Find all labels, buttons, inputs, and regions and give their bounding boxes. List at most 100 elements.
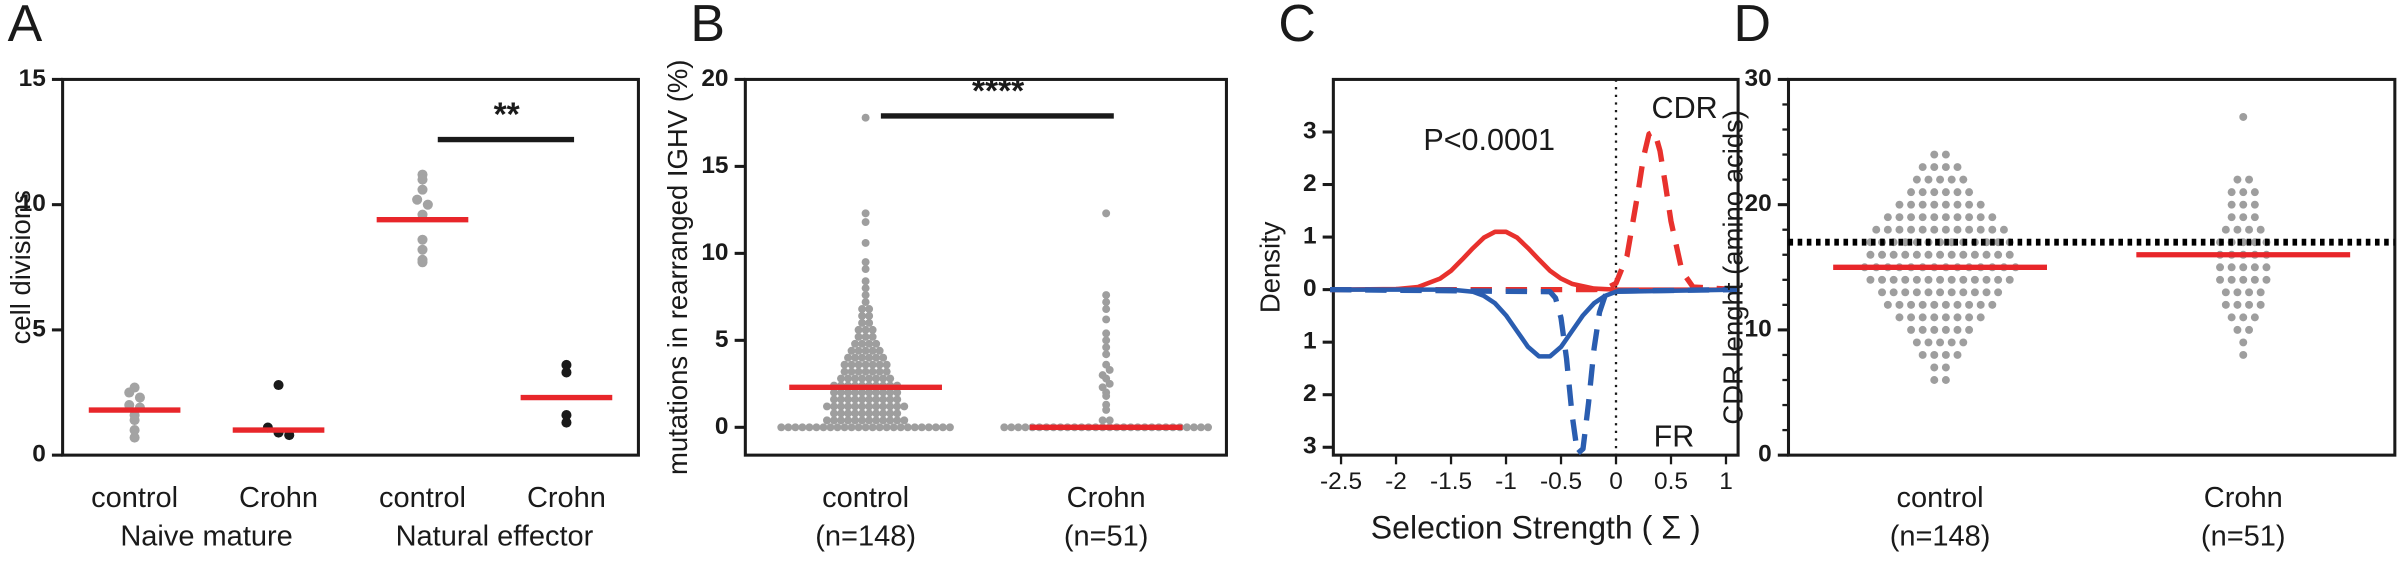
data-dot: [1102, 209, 1111, 218]
data-dot: [1965, 325, 1974, 334]
data-dot: [858, 409, 867, 418]
y-tick-label: 15: [19, 65, 46, 92]
y-tick-label: 10: [1745, 315, 1772, 342]
significance-label: ****: [972, 73, 1025, 110]
data-dot: [1970, 288, 1979, 297]
plot-frame: [1786, 77, 2397, 457]
data-dot: [861, 360, 870, 369]
data-dot: [1907, 225, 1916, 234]
data-dot: [1994, 250, 2003, 259]
y-tick-label: 15: [701, 152, 728, 179]
x-category-label: Crohn: [527, 482, 606, 514]
x-tick-label: -2: [1385, 468, 1407, 495]
data-dot: [861, 277, 870, 286]
data-dot: [1965, 213, 1974, 222]
data-dot: [1930, 163, 1939, 172]
data-dot: [1999, 225, 2008, 234]
data-dot: [879, 374, 888, 383]
x-n-label: (n=51): [1064, 520, 1149, 552]
y-tick-label: 2: [1303, 380, 1317, 407]
data-dot: [830, 409, 838, 418]
y-tick-label: 5: [715, 326, 729, 353]
data-dot: [840, 423, 849, 432]
data-dot: [1883, 225, 1892, 234]
data-dot: [840, 367, 849, 376]
data-dot: [417, 244, 428, 255]
data-dot: [1912, 288, 1921, 297]
data-dot: [872, 409, 881, 418]
data-dot: [2250, 200, 2259, 209]
data-dot: [858, 312, 867, 320]
data-dot: [854, 346, 863, 355]
data-dot: [1014, 423, 1023, 432]
data-dot: [882, 367, 891, 376]
panel-letter: C: [1278, 0, 1316, 53]
data-dot: [2245, 288, 2254, 297]
data-dot: [861, 258, 870, 267]
data-dot: [2239, 213, 2248, 222]
data-dot: [2005, 275, 2014, 284]
data-dot: [561, 367, 572, 378]
data-dot: [1930, 200, 1939, 209]
y-tick-label: 2: [1303, 170, 1317, 197]
data-dot: [861, 265, 870, 273]
data-dot: [1936, 275, 1945, 284]
data-dot: [1105, 379, 1114, 388]
data-dot: [1953, 200, 1962, 209]
data-dot: [1889, 275, 1898, 284]
x-tick-label: 0.5: [1654, 468, 1688, 495]
data-dot: [1102, 315, 1111, 324]
y-tick-label: 0: [1758, 441, 1772, 468]
data-dot: [865, 402, 874, 411]
data-dot: [1947, 338, 1956, 347]
data-dot: [1918, 213, 1927, 222]
data-dot: [886, 388, 895, 397]
data-dot: [1102, 305, 1111, 313]
data-dot: [844, 409, 853, 418]
x-tick-label: -1: [1495, 468, 1517, 495]
data-dot: [865, 374, 874, 383]
data-dot: [1190, 423, 1198, 432]
data-dot: [1988, 213, 1997, 222]
x-category-label: control: [91, 482, 178, 514]
data-dot: [875, 423, 884, 432]
data-dot: [851, 409, 860, 418]
data-dot: [1901, 238, 1910, 247]
data-dot: [1918, 188, 1927, 197]
plot-frame: [1331, 77, 1740, 457]
data-dot: [1895, 313, 1904, 322]
data-dot: [886, 409, 895, 418]
data-dot: [945, 423, 954, 432]
y-tick-label: 1: [1303, 223, 1317, 250]
data-dot: [826, 423, 835, 432]
data-dot: [844, 353, 853, 362]
data-dot: [1895, 213, 1904, 222]
data-dot: [1965, 300, 1974, 309]
data-dot: [861, 325, 870, 334]
data-dot: [2262, 263, 2271, 272]
data-dot: [2221, 288, 2230, 297]
data-dot: [1965, 188, 1974, 197]
data-dot: [1878, 288, 1887, 297]
data-dot: [1907, 313, 1916, 322]
density-curve: [1330, 229, 1737, 292]
data-dot: [2233, 225, 2242, 234]
data-dot: [858, 388, 867, 397]
data-dot: [1204, 423, 1213, 432]
data-dot: [1965, 200, 1974, 209]
data-dot: [784, 423, 793, 432]
data-dot: [2256, 225, 2265, 234]
data-dot: [886, 395, 895, 404]
data-dot: [851, 395, 860, 404]
data-dot: [861, 209, 870, 218]
data-dot: [1930, 213, 1939, 222]
data-dot: [837, 374, 845, 383]
y-axis-title: mutations in rearranged IGHV (%): [662, 60, 693, 476]
data-dot: [1976, 300, 1985, 309]
data-dot: [861, 284, 870, 293]
data-dot: [129, 425, 140, 436]
data-dot: [1988, 225, 1997, 234]
data-dot: [2262, 275, 2271, 284]
x-n-label: (n=51): [2201, 520, 2286, 552]
data-dot: [1930, 363, 1939, 372]
